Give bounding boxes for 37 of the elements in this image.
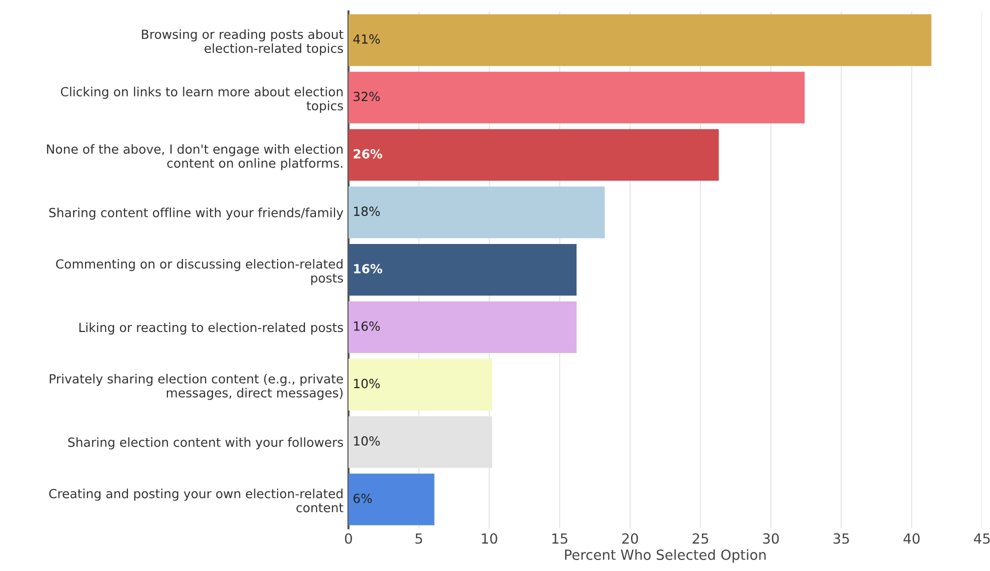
- x-tick-label: 0: [344, 533, 352, 544]
- data-label: 18%: [354, 206, 380, 216]
- data-label: 16%: [354, 321, 380, 331]
- y-tick-label: Liking or reacting to election-related posts: [79, 322, 344, 335]
- bar: [348, 474, 434, 526]
- y-tick-label: Creating and posting your own election-related content: [49, 488, 344, 512]
- x-tick-label: 25: [692, 533, 708, 544]
- x-tick-label: 10: [482, 533, 498, 544]
- y-tick-label: Clicking on links to learn more about election topics: [60, 86, 344, 113]
- y-tick-label: Commenting on or discussing election-related posts: [56, 259, 344, 286]
- data-label: 10%: [354, 436, 380, 446]
- data-label: 32%: [354, 92, 380, 102]
- bar: [348, 14, 932, 66]
- y-tick-label: Privately sharing election content (e.g., private messages, direct messages): [50, 374, 343, 400]
- x-axis-title: Percent Who Selected Option: [565, 549, 766, 563]
- x-tick-label: 5: [416, 533, 422, 544]
- data-label: 10%: [354, 378, 380, 388]
- bar: [348, 129, 719, 181]
- bar: [348, 186, 605, 238]
- y-tick-label: None of the above, I don't engage with election content on online platforms.: [47, 144, 343, 170]
- bar: [348, 244, 577, 296]
- data-label: 41%: [353, 34, 380, 44]
- y-tick-label: Sharing election content with your followers: [68, 437, 344, 450]
- y-tick-label: Browsing or reading posts about election-related topics: [142, 29, 344, 56]
- y-tick-label: Sharing content offline with your friends/family: [49, 208, 344, 220]
- bar: [348, 358, 492, 410]
- data-label: 16%: [354, 264, 382, 274]
- x-tick-label: 35: [834, 533, 849, 544]
- data-label: 6%: [354, 494, 372, 504]
- bar: [348, 301, 577, 354]
- x-tick-label: 45: [974, 533, 990, 544]
- x-tick-label: 20: [622, 533, 638, 544]
- x-tick-label: 40: [904, 533, 920, 544]
- x-tick-label: 30: [763, 533, 779, 544]
- data-label: 26%: [354, 149, 382, 159]
- bar: [348, 72, 805, 124]
- x-tick-label: 15: [552, 533, 568, 544]
